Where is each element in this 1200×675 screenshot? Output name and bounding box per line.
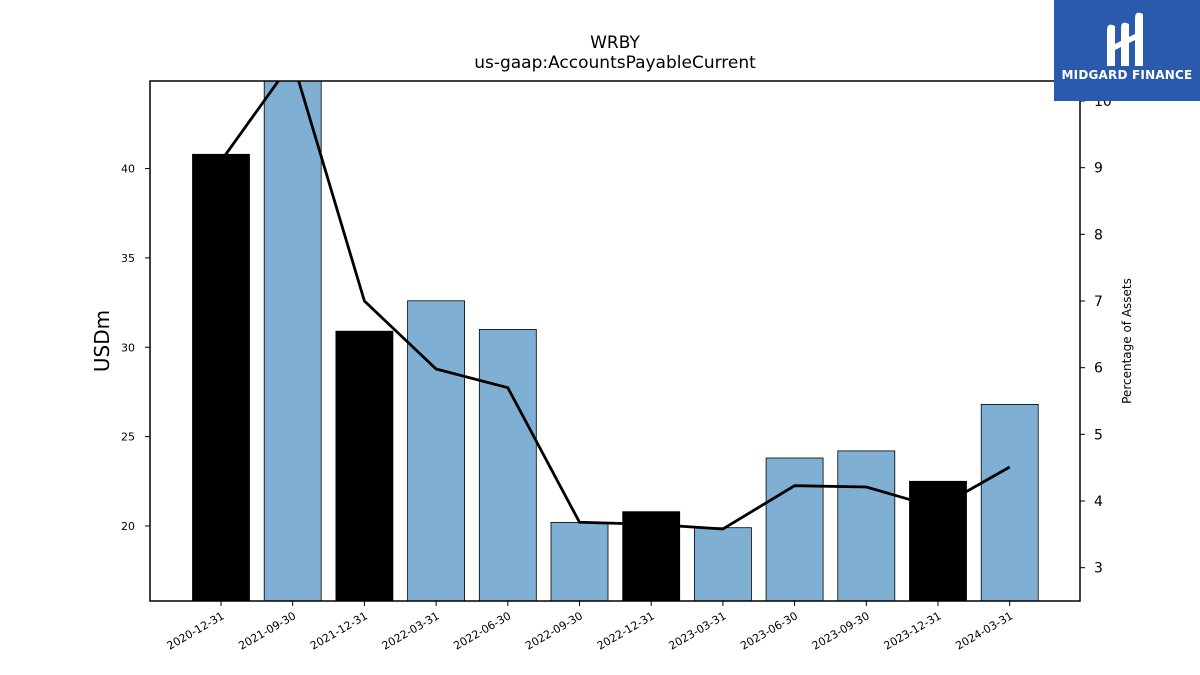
x-tick-label: 2023-06-30 bbox=[738, 609, 800, 652]
bar-2024-03-31 bbox=[980, 403, 1039, 601]
plot-frame bbox=[149, 80, 1081, 602]
x-tick-label: 2022-03-31 bbox=[380, 609, 442, 652]
bar-2020-12-31 bbox=[192, 153, 250, 601]
bar-2022-09-30 bbox=[550, 522, 609, 601]
chart-subtitle: us-gaap:AccountsPayableCurrent bbox=[474, 53, 756, 73]
x-tick-label: 2023-03-31 bbox=[667, 609, 729, 652]
midgard-finance-logo: MIDGARD FINANCE bbox=[1054, 0, 1200, 101]
y2-tick-label: 3 bbox=[1094, 561, 1103, 577]
x-tick-label: 2023-09-30 bbox=[810, 609, 872, 652]
plot-area bbox=[192, 81, 1039, 601]
y2-tick-label: 7 bbox=[1094, 294, 1103, 310]
bar-2022-06-30 bbox=[478, 328, 537, 601]
chart-title: WRBY bbox=[590, 33, 640, 53]
y2-tick-label: 9 bbox=[1094, 161, 1103, 177]
x-tick-label: 2021-12-31 bbox=[308, 609, 370, 652]
y-tick-label: 30 bbox=[121, 341, 135, 354]
bar-2021-12-31 bbox=[335, 330, 394, 601]
logo-mark-icon bbox=[1107, 12, 1143, 67]
y2-tick-label: 4 bbox=[1094, 494, 1103, 510]
x-tick-label: 2020-12-31 bbox=[165, 609, 227, 652]
percentage-line bbox=[219, 81, 1011, 531]
x-tick-label: 2022-12-31 bbox=[595, 609, 657, 652]
bar-2023-12-31 bbox=[909, 480, 967, 601]
bar-2023-06-30 bbox=[765, 457, 824, 601]
x-tick-label: 2023-12-31 bbox=[882, 609, 944, 652]
x-tick-label: 2024-03-31 bbox=[953, 609, 1015, 652]
bar-2022-03-31 bbox=[407, 300, 466, 601]
y-tick-label: 20 bbox=[121, 520, 135, 533]
y-axis-label: USDm bbox=[90, 310, 114, 372]
y2-tick-label: 5 bbox=[1094, 427, 1103, 443]
y2-tick-label: 8 bbox=[1094, 227, 1103, 243]
y-tick-label: 40 bbox=[121, 163, 135, 176]
x-tick-label: 2022-06-30 bbox=[451, 609, 513, 652]
y2-tick-label: 6 bbox=[1094, 361, 1103, 377]
y-tick-label: 35 bbox=[121, 252, 135, 265]
logo-text: MIDGARD FINANCE bbox=[1061, 68, 1193, 82]
x-tick-label: 2022-09-30 bbox=[523, 609, 585, 652]
bar-2023-09-30 bbox=[837, 450, 896, 601]
bar-2023-03-31 bbox=[694, 527, 752, 601]
y-tick-label: 25 bbox=[121, 431, 135, 444]
bar-2021-09-30 bbox=[263, 81, 322, 601]
y2-axis-label: Percentage of Assets bbox=[1120, 278, 1134, 404]
x-tick-label: 2021-09-30 bbox=[236, 609, 298, 652]
